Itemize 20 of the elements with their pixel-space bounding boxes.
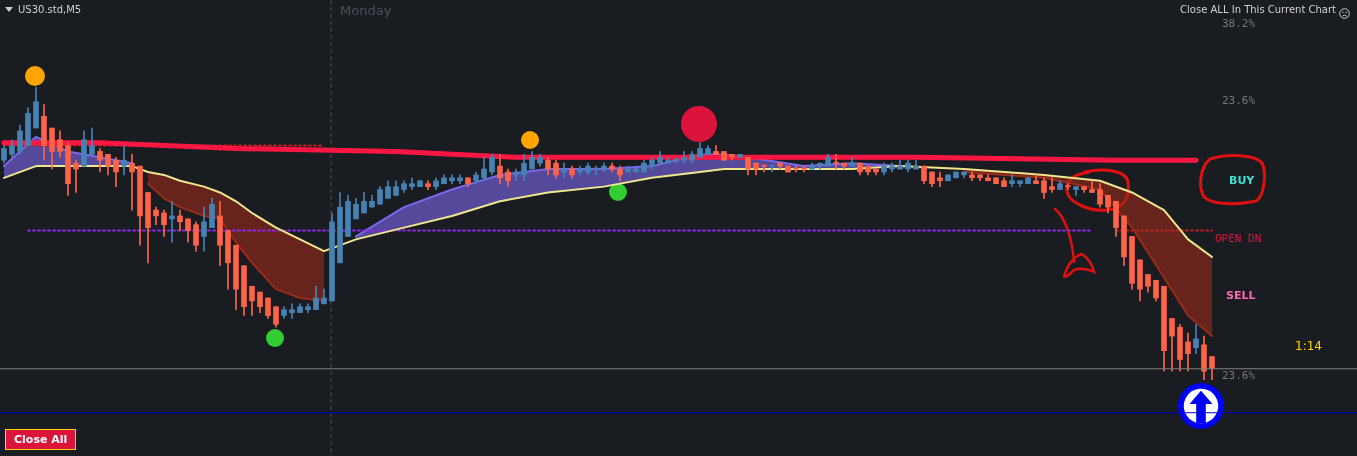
candlestick <box>169 200 175 243</box>
text: SELL <box>1226 289 1256 302</box>
candlestick <box>129 154 135 211</box>
candlestick <box>833 154 839 170</box>
text: 23.6% <box>1222 369 1256 382</box>
text: 1:14 <box>1295 339 1322 353</box>
text: Close ALL In This Current Chart <box>1180 4 1336 15</box>
candlestick <box>121 145 127 176</box>
candlestick <box>561 162 567 179</box>
candlestick <box>289 303 295 319</box>
text: 23.6% <box>1222 94 1256 107</box>
text: 38.2% <box>1222 17 1256 30</box>
candlestick <box>673 156 679 164</box>
candlestick <box>1065 183 1071 190</box>
candlestick <box>73 159 79 193</box>
text: Close All <box>5 429 77 450</box>
candlestick <box>937 171 943 187</box>
chart-title: US30.std,M5 <box>18 4 82 15</box>
annotation: OPEN DN <box>1215 232 1262 245</box>
text: BUY <box>1229 174 1255 187</box>
